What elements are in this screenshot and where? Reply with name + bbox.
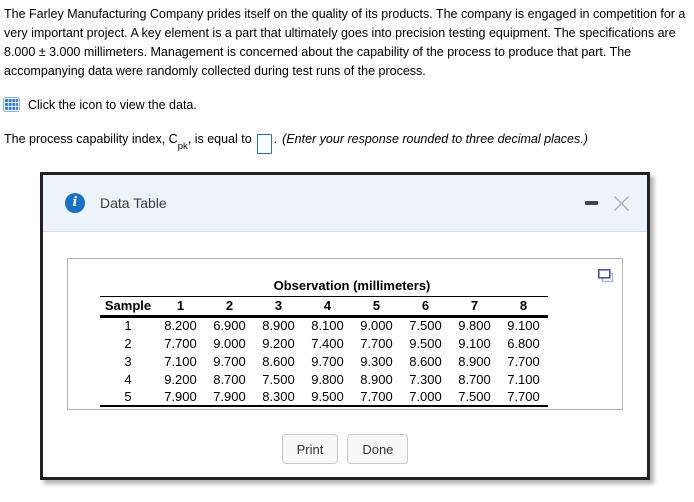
question-period: . (273, 132, 278, 146)
table-row: 1 8.200 6.900 8.900 8.100 9.000 7.500 9.800 9.10… (100, 316, 548, 334)
print-button[interactable]: Print (281, 434, 339, 464)
observation-cell: 6.800 (507, 335, 540, 351)
observation-cell: 9.800 (311, 371, 344, 387)
question-middle: , is equal to (187, 132, 252, 146)
data-table-dialog: i Data Table (40, 172, 650, 480)
observation-column-header: 6 (401, 296, 450, 318)
dialog-body: Observation (millimeters) Sample 1 2 3 4 5 6 7 8… (43, 258, 647, 502)
dialog-buttons: Print Done (43, 434, 647, 464)
observation-cell: 8.900 (458, 353, 491, 369)
observation-cell: 8.200 (164, 318, 197, 334)
observation-cell: 9.000 (360, 318, 393, 334)
observation-cell: 9.100 (458, 335, 491, 351)
observation-cell: 7.400 (311, 335, 344, 351)
observation-cell: 9.800 (458, 318, 491, 334)
view-data-instruction: Click the icon to view the data. (28, 97, 197, 112)
observation-column-header: 2 (205, 296, 254, 318)
observation-cell: 7.500 (262, 371, 295, 387)
observation-cell: 7.700 (507, 353, 540, 369)
table-row: 3 7.100 9.700 8.600 9.700 9.300 8.600 8.900 7.70… (100, 352, 548, 370)
observation-column-header: 8 (499, 296, 548, 318)
sample-column-header: Sample (100, 296, 156, 318)
observation-cell: 9.500 (303, 388, 352, 407)
sample-number-cell: 5 (100, 388, 156, 407)
observation-cell: 9.300 (360, 353, 393, 369)
table-row: 2 7.700 9.000 9.200 7.400 7.700 9.500 9.100 6.80… (100, 334, 548, 352)
observation-cell: 9.200 (164, 371, 197, 387)
observation-cell: 8.600 (262, 353, 295, 369)
close-icon[interactable] (612, 194, 631, 213)
observations-body: 1 8.200 6.900 8.900 8.100 9.000 7.500 9.800 9.10… (100, 316, 548, 407)
observation-column-header: 5 (352, 296, 401, 318)
observation-cell: 7.700 (499, 388, 548, 407)
observation-cell: 7.700 (360, 335, 393, 351)
observations-table: Observation (millimeters) Sample 1 2 3 4 5 6 7 8… (100, 276, 548, 407)
question-line: The process capability index, Cpk, is eq… (4, 129, 694, 154)
observation-span-header: Observation (millimeters) (156, 276, 548, 297)
problem-statement: The Farley Manufacturing Company prides … (4, 7, 686, 78)
observation-cell: 7.500 (450, 388, 499, 407)
observation-cell: 7.500 (409, 318, 442, 334)
observation-column-header: 7 (450, 296, 499, 318)
info-icon: i (65, 193, 85, 213)
observation-cell: 8.100 (311, 318, 344, 334)
observation-cell: 8.700 (458, 371, 491, 387)
table-row: 5 7.900 7.900 8.300 9.500 7.700 7.000 7.500 7.70… (100, 388, 548, 407)
observation-cell: 7.300 (409, 371, 442, 387)
observation-cell: 7.100 (164, 353, 197, 369)
observation-cell: 7.900 (156, 388, 205, 407)
dialog-title: Data Table (100, 195, 167, 211)
observation-cell: 9.000 (213, 335, 246, 351)
cpk-answer-input[interactable] (256, 134, 272, 154)
span-header-row: Observation (millimeters) (100, 276, 548, 297)
table-row: 4 9.200 8.700 7.500 9.800 8.900 7.300 8.700 7.10… (100, 370, 548, 388)
view-data-row: Click the icon to view the data. (3, 97, 694, 112)
done-button[interactable]: Done (347, 434, 409, 464)
observation-cell: 7.000 (401, 388, 450, 407)
observation-cell: 7.700 (352, 388, 401, 407)
observation-cell: 8.900 (360, 371, 393, 387)
data-table-icon[interactable] (3, 97, 20, 112)
question-prefix: The process capability index, C (4, 132, 178, 146)
observation-cell: 9.700 (213, 353, 246, 369)
observation-cell: 7.100 (507, 371, 540, 387)
question-hint: (Enter your response rounded to three de… (282, 132, 588, 146)
observation-cell: 9.100 (507, 318, 540, 334)
observation-cell: 6.900 (213, 318, 246, 334)
observation-column-header: 3 (254, 296, 303, 318)
observation-cell: 7.700 (164, 335, 197, 351)
observation-cell: 8.700 (213, 371, 246, 387)
corner-cell (100, 276, 156, 297)
table-container: Observation (millimeters) Sample 1 2 3 4 5 6 7 8… (67, 258, 623, 410)
observation-cell: 9.500 (409, 335, 442, 351)
popout-icon[interactable] (598, 269, 614, 283)
cpk-subscript: pk (177, 140, 188, 152)
sample-number-cell: 1 (124, 318, 132, 334)
observation-cell: 8.300 (254, 388, 303, 407)
observation-column-header: 1 (156, 296, 205, 318)
observation-cell: 7.900 (205, 388, 254, 407)
observation-cell: 9.200 (262, 335, 295, 351)
sample-number-cell: 2 (124, 335, 132, 351)
observation-cell: 8.600 (409, 353, 442, 369)
column-header-row: Sample 1 2 3 4 5 6 7 8 (100, 296, 548, 318)
dialog-header: i Data Table (43, 175, 647, 232)
observation-column-header: 4 (303, 296, 352, 318)
minimize-icon[interactable] (585, 201, 598, 205)
observation-cell: 9.700 (311, 353, 344, 369)
sample-number-cell: 4 (124, 371, 132, 387)
sample-number-cell: 3 (124, 353, 132, 369)
observation-cell: 8.900 (262, 318, 295, 334)
